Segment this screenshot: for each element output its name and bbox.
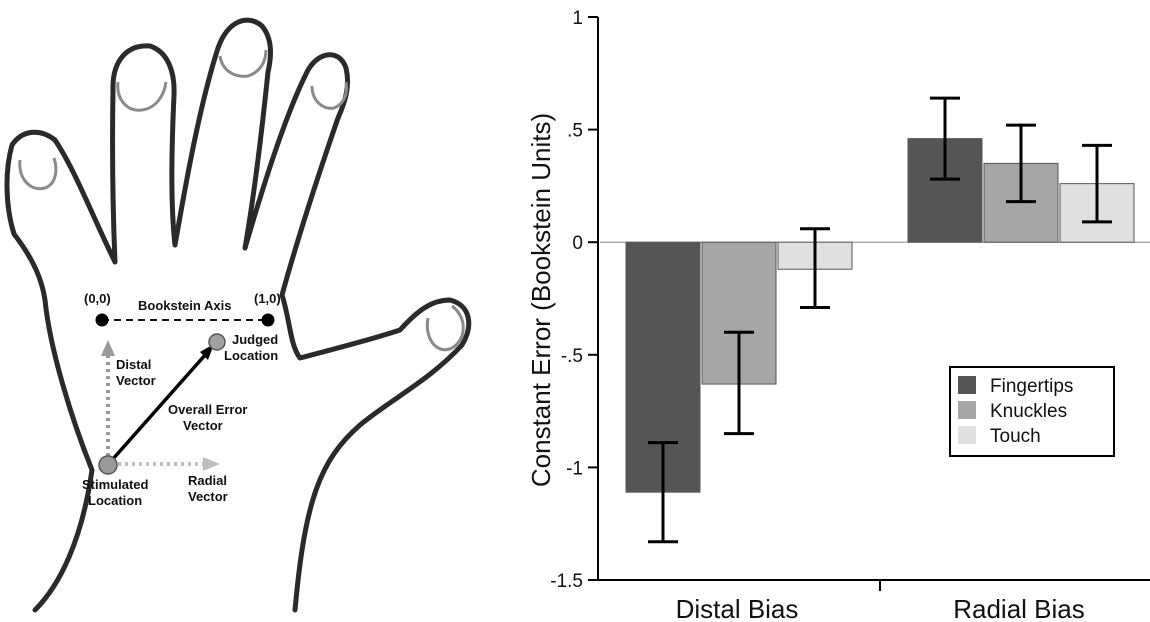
- overall-arrowhead-icon: [200, 344, 214, 360]
- hand-outline: [4, 17, 472, 613]
- y-tick-label: 0: [572, 233, 583, 254]
- y-tick-label: -1.5: [550, 571, 583, 592]
- end-point: [261, 313, 275, 327]
- origin-label: (0,0): [84, 291, 111, 306]
- legend: Fingertips Knuckles Touch: [949, 366, 1115, 457]
- y-ticks: 1 .5 0 -.5 -1 -1.5: [550, 8, 598, 592]
- x-tick-label: Radial Bias: [953, 594, 1085, 622]
- thumbnail-icon: [425, 304, 465, 352]
- x-ticks: Distal Bias Radial Bias: [676, 580, 1085, 622]
- y-axis-label: Constant Error (Bookstein Units): [526, 113, 556, 487]
- judged-location-label: Judged Location: [224, 332, 282, 363]
- error-bars: [648, 96, 1112, 544]
- fingernail-pinky-icon: [18, 157, 58, 191]
- y-tick-label: -1: [566, 458, 583, 479]
- distal-arrowhead-icon: [101, 340, 115, 356]
- legend-swatch-fingertips: [958, 376, 976, 394]
- overall-error-label: Overall Error Vector: [168, 402, 251, 433]
- distal-vector-label: Distal Vector: [116, 357, 156, 388]
- stimulated-location-point: [98, 455, 118, 475]
- bookstein-axis-label: Bookstein Axis: [138, 298, 231, 313]
- legend-label-fingertips: Fingertips: [990, 376, 1073, 397]
- y-tick-label: -.5: [561, 346, 583, 367]
- radial-vector-label: Radial Vector: [188, 473, 231, 504]
- stimulated-location-label: Stimulated Location: [82, 477, 152, 508]
- origin-point: [95, 313, 109, 327]
- x-tick-label: Distal Bias: [676, 594, 799, 622]
- radial-arrowhead-icon: [203, 457, 220, 471]
- y-tick-label: 1: [572, 8, 583, 29]
- legend-label-knuckles: Knuckles: [990, 401, 1067, 422]
- judged-location-point: [208, 333, 226, 351]
- legend-swatch-touch: [958, 426, 976, 444]
- legend-box: [949, 366, 1115, 457]
- fingernail-index-icon: [310, 81, 348, 110]
- y-tick-label: .5: [567, 121, 583, 142]
- fingernail-middle-icon: [218, 49, 268, 78]
- end-label: (1,0): [254, 291, 281, 306]
- legend-swatch-knuckles: [958, 401, 976, 419]
- overall-error-vector-line: [110, 352, 208, 462]
- fingernail-ring-icon: [116, 81, 168, 112]
- legend-label-touch: Touch: [990, 426, 1041, 447]
- bar-chart: 1 .5 0 -.5 -1 -1.5 Distal Bias Radial Bias Con…: [526, 8, 1150, 622]
- hand-diagram: (0,0) (1,0) Bookstein Axis Distal Vector…: [4, 17, 472, 613]
